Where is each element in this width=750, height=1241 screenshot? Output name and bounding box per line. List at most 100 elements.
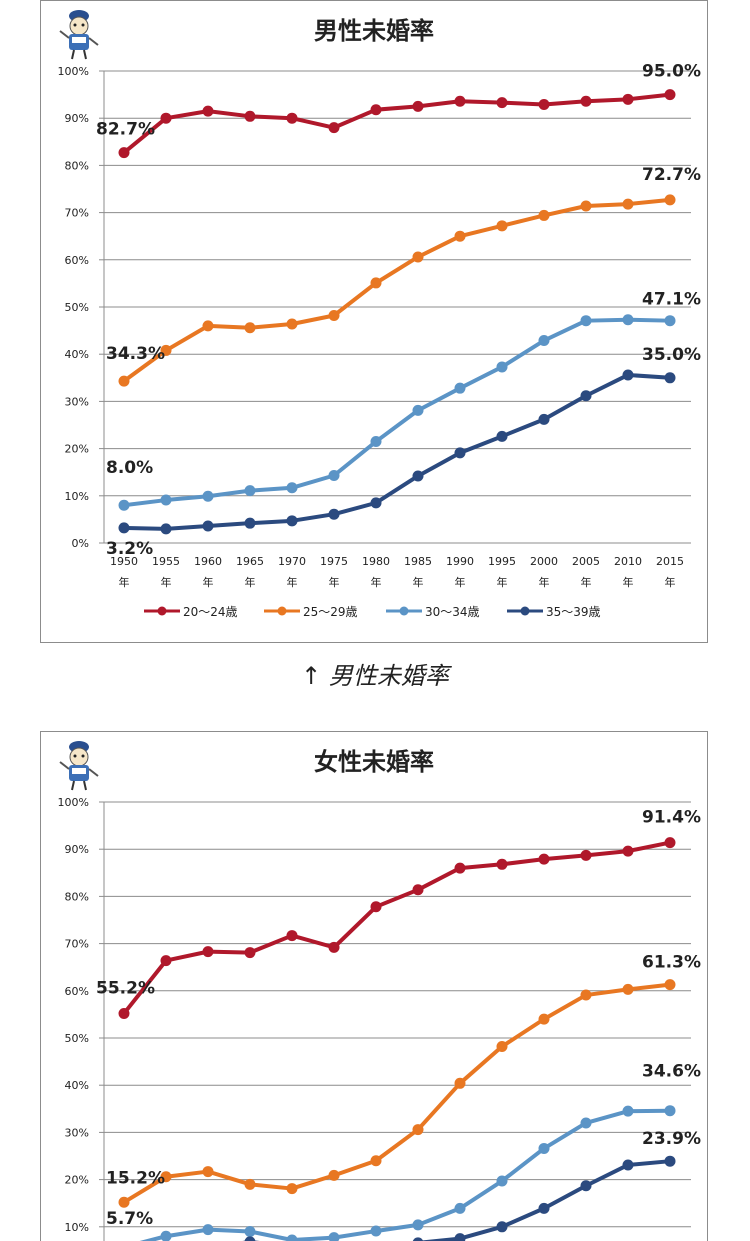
- data-point: [622, 314, 634, 326]
- data-point: [496, 97, 508, 109]
- data-point: [160, 1171, 172, 1183]
- data-point: [202, 105, 214, 117]
- y-tick-label: 20%: [65, 443, 89, 456]
- data-point: [622, 198, 634, 210]
- y-tick-label: 70%: [65, 938, 89, 951]
- legend-entry-label: 30～34歳: [425, 605, 480, 619]
- mascot-logo-icon: [55, 738, 103, 792]
- series-line: [139, 1108, 671, 1241]
- data-point: [496, 430, 508, 442]
- data-point: [160, 955, 172, 967]
- data-point: [328, 470, 340, 482]
- data-point: [538, 1202, 550, 1214]
- data-point: [328, 941, 340, 953]
- y-tick-label: 80%: [65, 890, 89, 903]
- x-tick-label: 年: [203, 575, 214, 589]
- x-tick-label: 年: [287, 575, 298, 589]
- data-point: [118, 147, 130, 159]
- data-point: [580, 1180, 592, 1192]
- legend-swatch-marker: [399, 606, 409, 616]
- end-data-label: 91.4%: [642, 808, 701, 828]
- data-point: [286, 930, 298, 942]
- data-point: [664, 837, 676, 849]
- data-point: [496, 1175, 508, 1187]
- data-point: [496, 858, 508, 870]
- data-point: [328, 122, 340, 134]
- y-tick-label: 60%: [65, 254, 89, 267]
- data-point: [454, 1202, 466, 1214]
- y-tick-label: 50%: [65, 301, 89, 314]
- x-tick-label: 1955: [152, 555, 180, 568]
- end-data-label: 95.0%: [642, 62, 701, 82]
- data-point: [118, 375, 130, 387]
- data-point: [412, 100, 424, 112]
- data-point: [412, 251, 424, 263]
- legend-entry-label: 20～24歳: [183, 605, 238, 619]
- data-point: [244, 322, 256, 334]
- data-point: [538, 335, 550, 347]
- x-tick-label: 年: [623, 575, 634, 589]
- y-tick-label: 70%: [65, 207, 89, 220]
- data-point: [538, 1142, 550, 1154]
- data-point: [622, 983, 634, 995]
- x-tick-label: 年: [581, 575, 592, 589]
- chart-title: 女性未婚率: [314, 748, 434, 776]
- legend-swatch-marker: [157, 606, 167, 616]
- data-point: [664, 89, 676, 101]
- series-line: [123, 372, 671, 531]
- data-point: [664, 979, 676, 991]
- start-data-label: 5.7%: [106, 1209, 153, 1229]
- end-data-label: 35.0%: [642, 345, 701, 365]
- y-tick-label: 80%: [65, 159, 89, 172]
- legend-entry-label: 25～29歳: [303, 605, 358, 619]
- end-data-label: 47.1%: [642, 290, 701, 310]
- x-tick-label: 2010: [614, 555, 642, 568]
- data-point: [412, 470, 424, 482]
- data-point: [286, 1183, 298, 1195]
- male-chart-svg: 男性未婚率 0% 10% 20% 30% 40% 50% 60% 70% 80% 90% 100% 19…: [58, 17, 701, 619]
- data-point: [496, 1221, 508, 1233]
- data-point: [664, 315, 676, 327]
- legend-swatch-marker: [520, 606, 530, 616]
- data-point: [370, 497, 382, 509]
- data-point: [370, 277, 382, 289]
- end-data-label: 72.7%: [642, 165, 701, 185]
- data-point: [664, 372, 676, 384]
- x-tick-label: 1985: [404, 555, 432, 568]
- y-tick-label: 0%: [72, 537, 89, 550]
- x-tick-label: 1970: [278, 555, 306, 568]
- data-point: [580, 989, 592, 1001]
- x-tick-label: 年: [371, 575, 382, 589]
- x-tick-label: 年: [665, 575, 676, 589]
- start-data-label: 55.2%: [96, 978, 155, 998]
- data-point: [160, 523, 172, 535]
- end-data-label: 61.3%: [642, 953, 701, 973]
- data-point: [244, 517, 256, 529]
- data-point: [580, 200, 592, 212]
- y-tick-label: 90%: [65, 112, 89, 125]
- series-line: [122, 840, 671, 1015]
- x-tick-label: 1965: [236, 555, 264, 568]
- data-point: [580, 849, 592, 861]
- data-point: [202, 1224, 214, 1236]
- data-point: [412, 404, 424, 416]
- data-point: [286, 318, 298, 330]
- y-tick-label: 30%: [65, 1126, 89, 1139]
- female-chart-svg: 女性未婚率 10% 20% 30% 40% 50% 60% 70% 80% 90% 100% 55.2…: [58, 748, 701, 1241]
- data-point: [412, 884, 424, 896]
- data-point: [370, 901, 382, 913]
- data-point: [580, 95, 592, 107]
- x-tick-label: 2000: [530, 555, 558, 568]
- x-tick-label: 年: [497, 575, 508, 589]
- data-point: [202, 490, 214, 502]
- x-tick-label: 年: [329, 575, 340, 589]
- data-point: [412, 1219, 424, 1231]
- data-point: [538, 99, 550, 111]
- data-point: [538, 853, 550, 865]
- y-tick-label: 100%: [58, 796, 89, 809]
- data-point: [664, 194, 676, 206]
- legend-entry-label: 35～39歳: [546, 605, 601, 619]
- y-tick-label: 10%: [65, 1221, 89, 1234]
- x-tick-label: 1975: [320, 555, 348, 568]
- data-point: [454, 95, 466, 107]
